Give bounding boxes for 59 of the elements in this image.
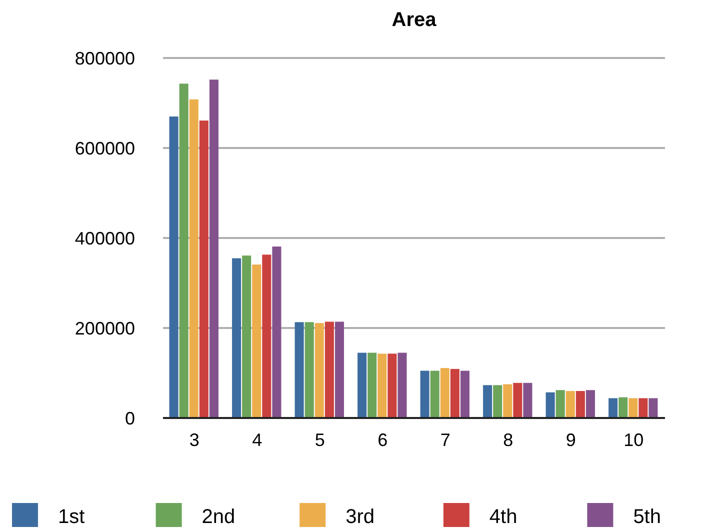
- bar: [638, 398, 648, 418]
- y-tick-label: 0: [124, 408, 135, 428]
- bar: [523, 382, 532, 418]
- x-tick-label: 9: [566, 430, 576, 450]
- legend-label: 1st: [58, 506, 86, 528]
- bar: [493, 385, 502, 418]
- legend-label: 3rd: [346, 506, 375, 528]
- x-tick-label: 8: [503, 430, 514, 450]
- bar: [272, 246, 282, 418]
- bar: [358, 352, 367, 418]
- bar: [368, 352, 377, 418]
- bar: [252, 264, 262, 418]
- bar: [440, 368, 450, 418]
- x-tick-label: 10: [624, 430, 644, 450]
- bar: [460, 370, 470, 418]
- bar: [189, 99, 198, 418]
- bar: [324, 322, 334, 418]
- bar: [566, 391, 575, 418]
- bar: [483, 385, 492, 418]
- x-tick-label: 5: [314, 430, 325, 450]
- x-tick-label: 3: [189, 430, 200, 450]
- bar: [199, 120, 208, 418]
- chart-title: Area: [392, 9, 438, 31]
- bar: [398, 352, 407, 418]
- bar: [334, 322, 344, 418]
- bar: [608, 398, 618, 418]
- y-tick-label: 200000: [74, 318, 135, 338]
- bar: [179, 84, 188, 418]
- bar: [576, 391, 585, 418]
- bar: [430, 370, 440, 418]
- bar: [388, 354, 397, 418]
- y-tick-label: 400000: [74, 228, 135, 248]
- bar: [304, 322, 314, 418]
- bar: [242, 256, 252, 418]
- bar: [503, 384, 512, 418]
- bar: [169, 116, 178, 418]
- bar: [556, 390, 565, 418]
- bar: [314, 323, 324, 418]
- bar: [546, 392, 555, 418]
- x-tick-label: 7: [440, 430, 450, 450]
- x-tick-label: 4: [252, 430, 262, 450]
- bar: [648, 398, 658, 418]
- y-tick-label: 800000: [74, 48, 135, 68]
- bar: [209, 80, 218, 418]
- x-tick-label: 6: [378, 430, 388, 450]
- bar: [618, 397, 628, 418]
- bar: [513, 382, 522, 418]
- legend-label: 4th: [489, 506, 518, 528]
- bar: [262, 254, 272, 418]
- bar: [294, 322, 304, 418]
- bar: [586, 390, 595, 418]
- bar: [232, 258, 242, 418]
- bar: [378, 354, 387, 418]
- y-tick-label: 600000: [74, 138, 135, 158]
- legend-label: 5th: [633, 506, 662, 528]
- bar: [420, 370, 430, 418]
- bar: [450, 368, 460, 418]
- bar: [628, 398, 638, 418]
- legend-label: 2nd: [202, 506, 236, 528]
